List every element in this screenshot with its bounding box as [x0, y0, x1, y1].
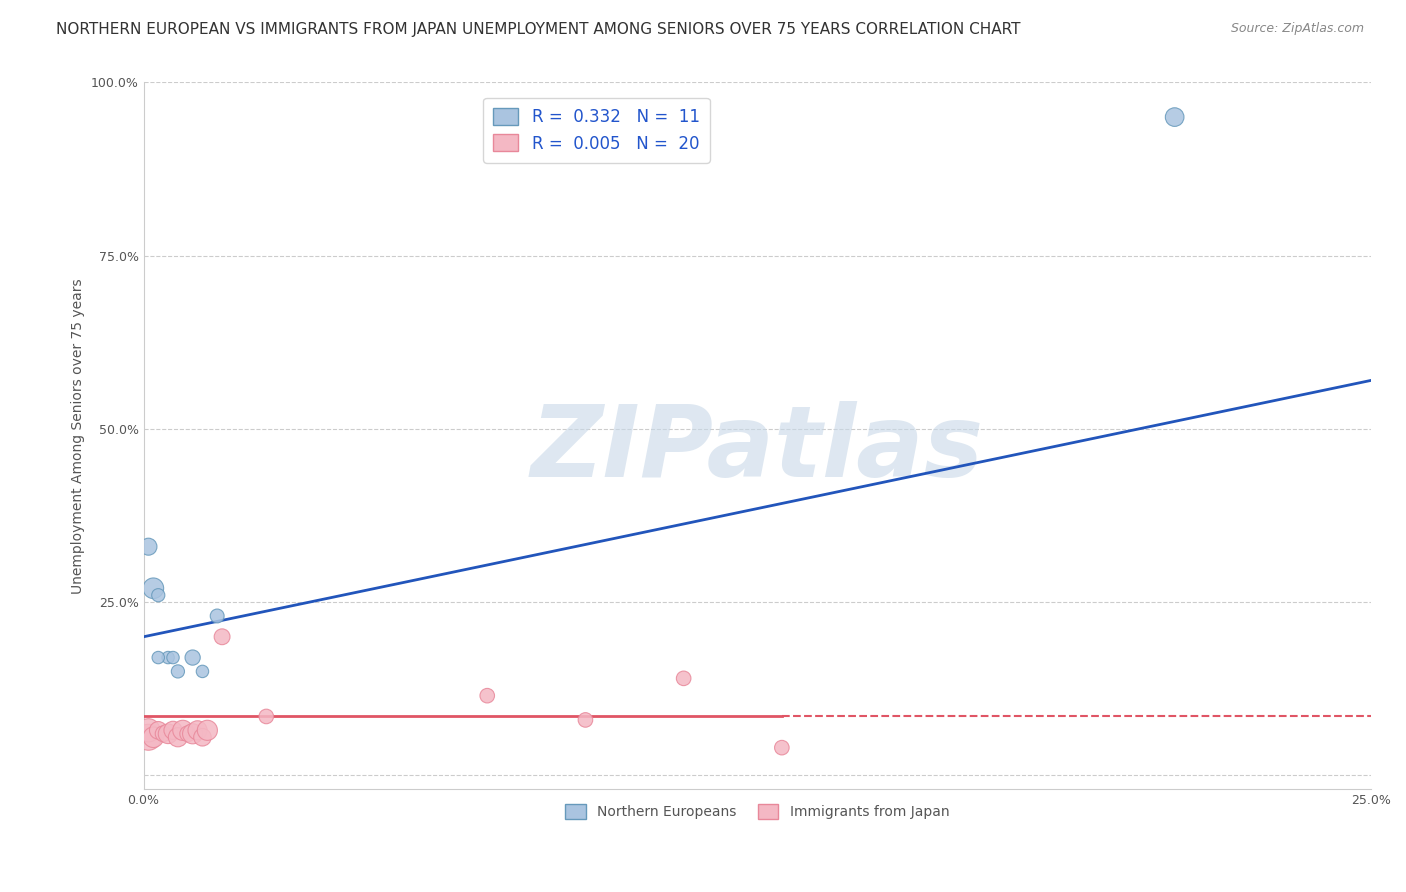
Legend: Northern Europeans, Immigrants from Japan: Northern Europeans, Immigrants from Japa… — [560, 798, 955, 825]
Text: NORTHERN EUROPEAN VS IMMIGRANTS FROM JAPAN UNEMPLOYMENT AMONG SENIORS OVER 75 YE: NORTHERN EUROPEAN VS IMMIGRANTS FROM JAP… — [56, 22, 1021, 37]
Point — [187, 723, 209, 738]
Point — [152, 727, 174, 741]
Text: ZIPatlas: ZIPatlas — [530, 401, 984, 499]
Point — [191, 731, 214, 745]
Point — [172, 723, 194, 738]
Point — [138, 723, 160, 738]
Point — [148, 723, 170, 738]
Point — [142, 581, 165, 595]
Point — [1163, 110, 1185, 124]
Point — [167, 665, 190, 679]
Point — [148, 588, 170, 602]
Point — [191, 665, 214, 679]
Point — [162, 723, 184, 738]
Point — [254, 709, 277, 723]
Point — [162, 650, 184, 665]
Point — [205, 609, 228, 624]
Y-axis label: Unemployment Among Seniors over 75 years: Unemployment Among Seniors over 75 years — [72, 278, 86, 594]
Point — [138, 731, 160, 745]
Point — [148, 650, 170, 665]
Text: Source: ZipAtlas.com: Source: ZipAtlas.com — [1230, 22, 1364, 36]
Point — [211, 630, 233, 644]
Point — [142, 731, 165, 745]
Point — [181, 727, 204, 741]
Point — [195, 723, 218, 738]
Point — [138, 540, 160, 554]
Point — [770, 740, 793, 755]
Point — [477, 689, 499, 703]
Point — [181, 650, 204, 665]
Point — [167, 731, 190, 745]
Point — [157, 727, 180, 741]
Point — [157, 650, 180, 665]
Point — [574, 713, 596, 727]
Point — [177, 727, 200, 741]
Point — [672, 671, 695, 685]
